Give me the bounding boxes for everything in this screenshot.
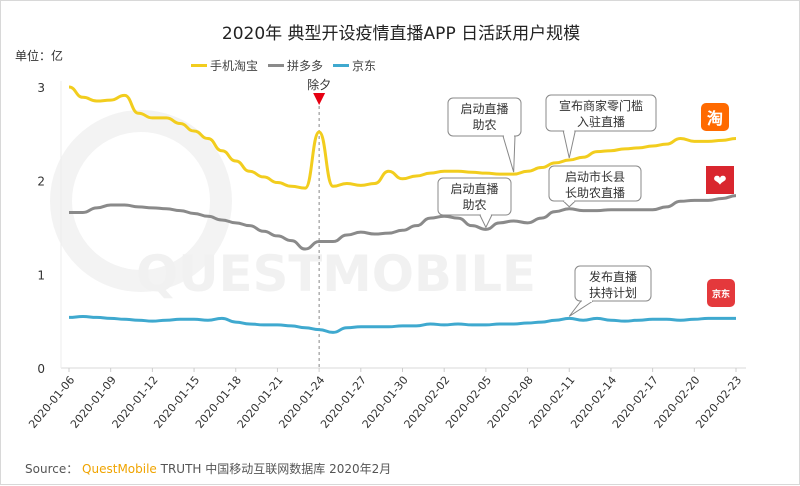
callout-text: 启动直播 [450,182,498,196]
taobao-icon: 淘 [701,103,729,131]
callout-box [545,94,657,132]
y-tick-label: 2 [37,175,45,189]
callout-text: 扶持计划 [589,285,637,300]
callout-pointer [562,200,576,208]
callout-box [548,165,642,202]
jd-icon: 京东 [707,279,735,307]
legend-item: 京东 [333,57,376,74]
callout-pointer [568,300,594,317]
source-note: Source： QuestMobile TRUTH 中国移动互联网数据库 202… [25,460,391,477]
watermark: QUESTMOBILE [136,245,536,303]
callout-box [574,265,652,302]
pinduoduo-icon: ❤ [706,166,734,194]
callout-box [447,97,522,137]
eve-label: 除夕 [307,77,331,92]
legend-item: 拼多多 [268,57,323,74]
callout-text: 助农 [462,198,486,212]
source-brand: QuestMobile [82,462,157,476]
legend-label: 京东 [352,59,377,73]
callout-text: 启动市长县 [565,169,625,184]
series-line-0 [68,85,737,190]
series-line-2 [68,314,736,334]
callout-text: 助农 [472,118,496,132]
legend-swatch [191,64,207,67]
callout-text: 宣布商家零门槛 [559,98,643,113]
legend-label: 拼多多 [287,59,324,73]
callout-text: 启动直播 [460,102,508,116]
y-tick-label: 1 [37,268,45,282]
y-tick-label: 3 [37,81,45,95]
eve-triangle-marker [313,93,326,105]
legend: 手机淘宝 拼多多 京东 [191,57,376,74]
source-label: Source： [25,462,79,476]
callout-text: 发布直播 [589,269,637,284]
callout-text: 入驻直播 [577,114,625,129]
series-line-1 [69,194,737,251]
y-tick-label: 0 [37,362,45,376]
callout-text: 长助农直播 [565,186,625,200]
chart-title: 2020年 典型开设疫情直播APP 日活跃用户规模 [221,24,581,44]
legend-item: 手机淘宝 [191,57,258,74]
legend-label: 手机淘宝 [210,59,259,73]
callout-box [437,177,512,216]
callout-pointer [502,135,516,173]
unit-label: 单位：亿 [15,49,64,63]
source-text: TRUTH 中国移动互联网数据库 2020年2月 [160,462,392,476]
callout-pointer [479,214,493,229]
legend-swatch [333,64,350,67]
callout-pointer [562,130,576,159]
legend-swatch [268,64,285,67]
